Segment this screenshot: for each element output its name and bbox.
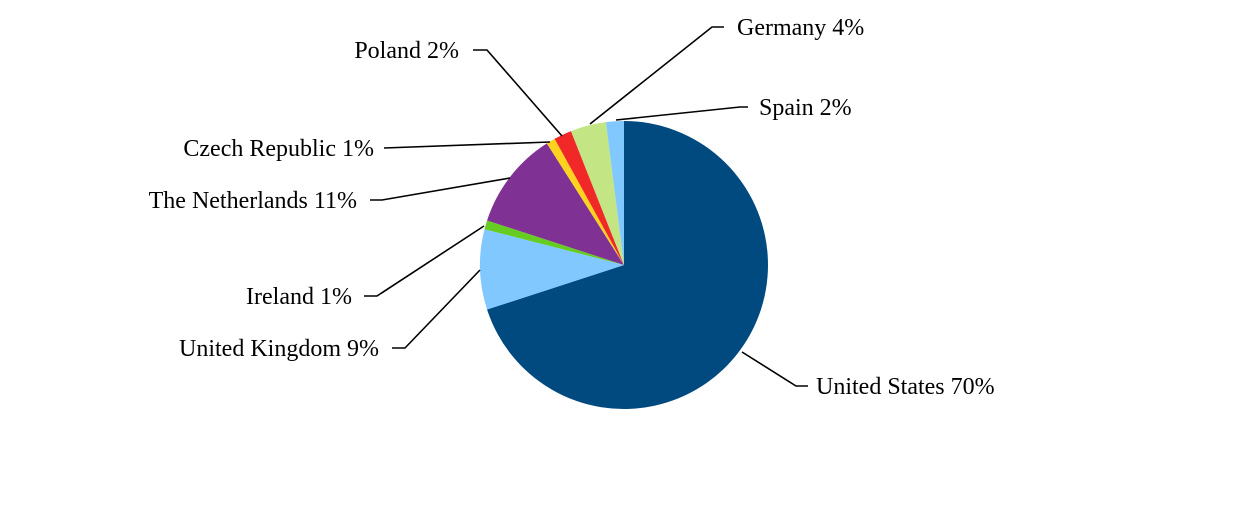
label-poland: Poland 2% xyxy=(354,38,459,64)
leader-line-united-states xyxy=(741,351,808,387)
leader-line-germany xyxy=(589,26,724,125)
slice-germany xyxy=(570,122,624,265)
label-ireland: Ireland 1% xyxy=(246,284,352,310)
label-spain: Spain 2% xyxy=(759,95,852,121)
slice-spain xyxy=(605,121,624,265)
leader-line-czech-republic xyxy=(383,141,551,149)
leader-lines xyxy=(364,26,808,387)
leader-line-poland xyxy=(473,49,563,137)
slice-the-netherlands xyxy=(487,143,624,265)
leader-line-united-kingdom xyxy=(392,269,481,349)
leader-line-spain xyxy=(615,106,748,121)
label-united-states: United States 70% xyxy=(816,374,995,400)
slice-labels: United States 70% United Kingdom 9% Irelan… xyxy=(149,15,995,400)
leader-line-ireland xyxy=(364,225,485,297)
slice-united-states xyxy=(487,120,769,410)
leader-line-the-netherlands xyxy=(370,177,511,201)
slice-poland xyxy=(554,131,624,265)
pie-slices xyxy=(479,120,769,410)
label-united-kingdom: United Kingdom 9% xyxy=(179,336,379,362)
label-the-netherlands: The Netherlands 11% xyxy=(149,188,357,214)
label-germany: Germany 4% xyxy=(737,15,864,41)
slice-czech-republic xyxy=(546,138,624,265)
slice-ireland xyxy=(484,220,624,265)
slice-united-kingdom xyxy=(479,229,624,310)
label-czech-republic: Czech Republic 1% xyxy=(183,136,374,162)
